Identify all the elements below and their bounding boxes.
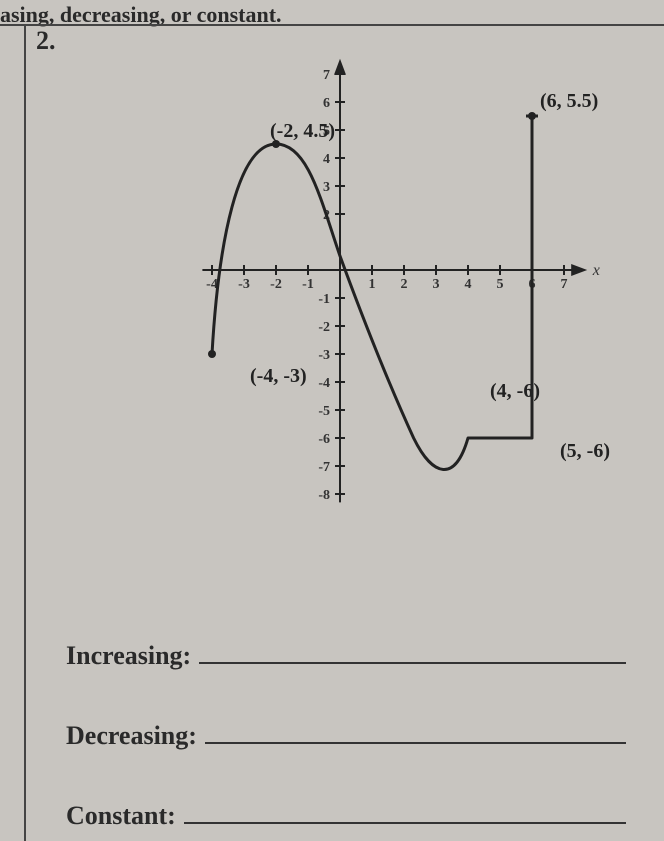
border-top (0, 24, 664, 26)
svg-text:-2: -2 (318, 320, 330, 335)
svg-text:x: x (592, 262, 600, 279)
svg-text:3: 3 (433, 277, 440, 292)
point-label-1: (6, 5.5) (540, 90, 598, 113)
worksheet-page: asing, decreasing, or constant. 2. -4-3-… (0, 0, 664, 841)
svg-text:4: 4 (465, 277, 472, 292)
increasing-label: Increasing: (66, 641, 191, 671)
point-label-4: (5, -6) (560, 440, 610, 463)
svg-text:7: 7 (323, 68, 330, 83)
graph-svg: -4-3-2-11234567-8-7-6-5-4-3-2-1234567x (120, 40, 620, 540)
svg-text:4: 4 (323, 152, 330, 167)
svg-text:-7: -7 (318, 460, 330, 475)
svg-text:5: 5 (497, 277, 504, 292)
svg-text:-6: -6 (318, 432, 330, 447)
svg-text:-3: -3 (318, 348, 330, 363)
svg-text:7: 7 (561, 277, 568, 292)
svg-text:-1: -1 (318, 292, 330, 307)
constant-blank[interactable] (184, 800, 626, 824)
constant-label: Constant: (66, 801, 176, 831)
point-label-2: (-4, -3) (250, 365, 307, 388)
constant-row: Constant: (66, 800, 626, 831)
increasing-row: Increasing: (66, 640, 626, 671)
svg-text:-4: -4 (318, 376, 330, 391)
svg-text:-1: -1 (302, 277, 314, 292)
svg-text:1: 1 (369, 277, 376, 292)
svg-text:-8: -8 (318, 488, 330, 503)
svg-text:2: 2 (401, 277, 408, 292)
svg-text:6: 6 (323, 96, 330, 111)
svg-text:-3: -3 (238, 277, 250, 292)
graph-container: -4-3-2-11234567-8-7-6-5-4-3-2-1234567x (… (120, 40, 620, 540)
point-label-3: (4, -6) (490, 380, 540, 403)
svg-text:3: 3 (323, 180, 330, 195)
decreasing-blank[interactable] (205, 720, 626, 744)
decreasing-label: Decreasing: (66, 721, 197, 751)
svg-text:-2: -2 (270, 277, 282, 292)
border-left (24, 24, 26, 841)
increasing-blank[interactable] (199, 640, 626, 664)
decreasing-row: Decreasing: (66, 720, 626, 751)
problem-number: 2. (36, 26, 56, 56)
svg-text:-5: -5 (318, 404, 330, 419)
point-label-0: (-2, 4.5) (270, 120, 335, 143)
